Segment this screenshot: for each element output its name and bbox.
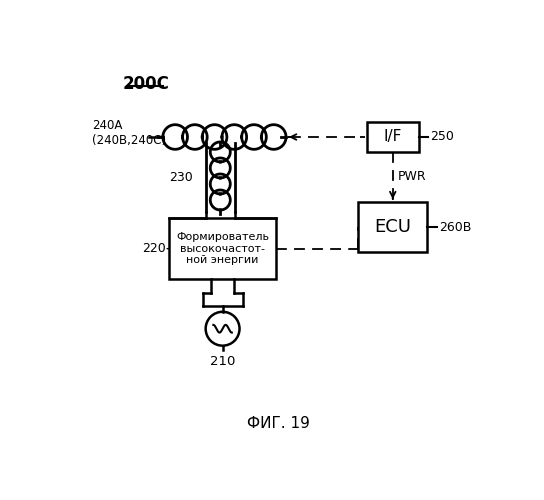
Text: PWR: PWR (397, 170, 426, 183)
Text: 220: 220 (142, 242, 165, 255)
Text: 260B: 260B (439, 220, 471, 234)
Text: 230: 230 (170, 172, 193, 184)
Text: I/F: I/F (384, 130, 402, 144)
Bar (367, 122, 419, 152)
Text: 210: 210 (210, 355, 235, 368)
Text: 240A
(240B,240C): 240A (240B,240C) (92, 119, 166, 147)
Bar (170, 218, 276, 280)
Text: Формирователь
высокочастот-
ной энергии: Формирователь высокочастот- ной энергии (176, 232, 269, 265)
Text: 250: 250 (430, 130, 454, 143)
Text: ECU: ECU (374, 218, 411, 236)
Bar (358, 202, 428, 252)
Text: 200C: 200C (123, 76, 170, 94)
Text: ФИГ. 19: ФИГ. 19 (248, 416, 310, 431)
